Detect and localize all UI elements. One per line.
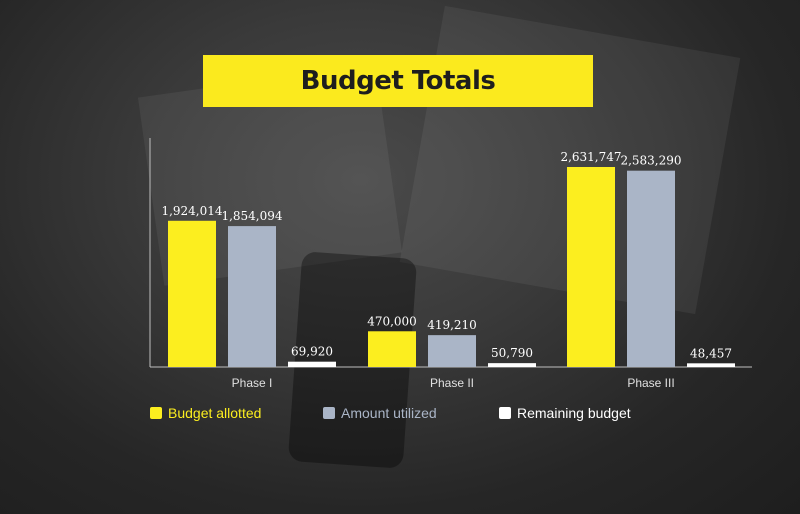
data-label: 1,854,094 bbox=[221, 209, 282, 223]
data-label: 2,583,290 bbox=[620, 154, 681, 168]
data-label: 50,790 bbox=[491, 346, 533, 360]
legend-swatch-amount-utilized bbox=[323, 407, 335, 419]
chart-title: Budget Totals bbox=[300, 66, 496, 96]
data-label: 2,631,747 bbox=[560, 150, 621, 164]
bar-budget-allotted-phase-i bbox=[168, 220, 216, 367]
bar-budget-allotted-phase-iii bbox=[567, 167, 615, 367]
bar-remaining-budget-phase-i bbox=[288, 361, 336, 367]
chart-legend: Budget allotted Amount utilized Remainin… bbox=[0, 405, 800, 425]
data-label: 419,210 bbox=[427, 318, 477, 332]
bar-remaining-budget-phase-ii bbox=[488, 363, 536, 367]
bar-remaining-budget-phase-iii bbox=[687, 363, 735, 367]
category-label: Phase I bbox=[232, 376, 273, 390]
legend-swatch-budget-allotted bbox=[150, 407, 162, 419]
legend-item-remaining-budget: Remaining budget bbox=[499, 405, 631, 421]
data-label: 69,920 bbox=[291, 345, 333, 359]
legend-label-amount-utilized: Amount utilized bbox=[341, 405, 437, 421]
chart-title-box: Budget Totals bbox=[203, 55, 593, 107]
data-label: 48,457 bbox=[690, 346, 732, 360]
legend-label-remaining-budget: Remaining budget bbox=[517, 405, 631, 421]
category-label: Phase III bbox=[627, 376, 674, 390]
legend-label-budget-allotted: Budget allotted bbox=[168, 405, 262, 421]
bar-amount-utilized-phase-i bbox=[228, 226, 276, 367]
legend-swatch-remaining-budget bbox=[499, 407, 511, 419]
bar-amount-utilized-phase-iii bbox=[627, 170, 675, 367]
legend-item-budget-allotted: Budget allotted bbox=[150, 405, 261, 421]
category-label: Phase II bbox=[430, 376, 474, 390]
legend-item-amount-utilized: Amount utilized bbox=[323, 405, 437, 421]
bar-budget-allotted-phase-ii bbox=[368, 331, 416, 367]
data-label: 470,000 bbox=[367, 314, 417, 328]
data-label: 1,924,014 bbox=[161, 204, 222, 218]
bar-amount-utilized-phase-ii bbox=[428, 335, 476, 367]
